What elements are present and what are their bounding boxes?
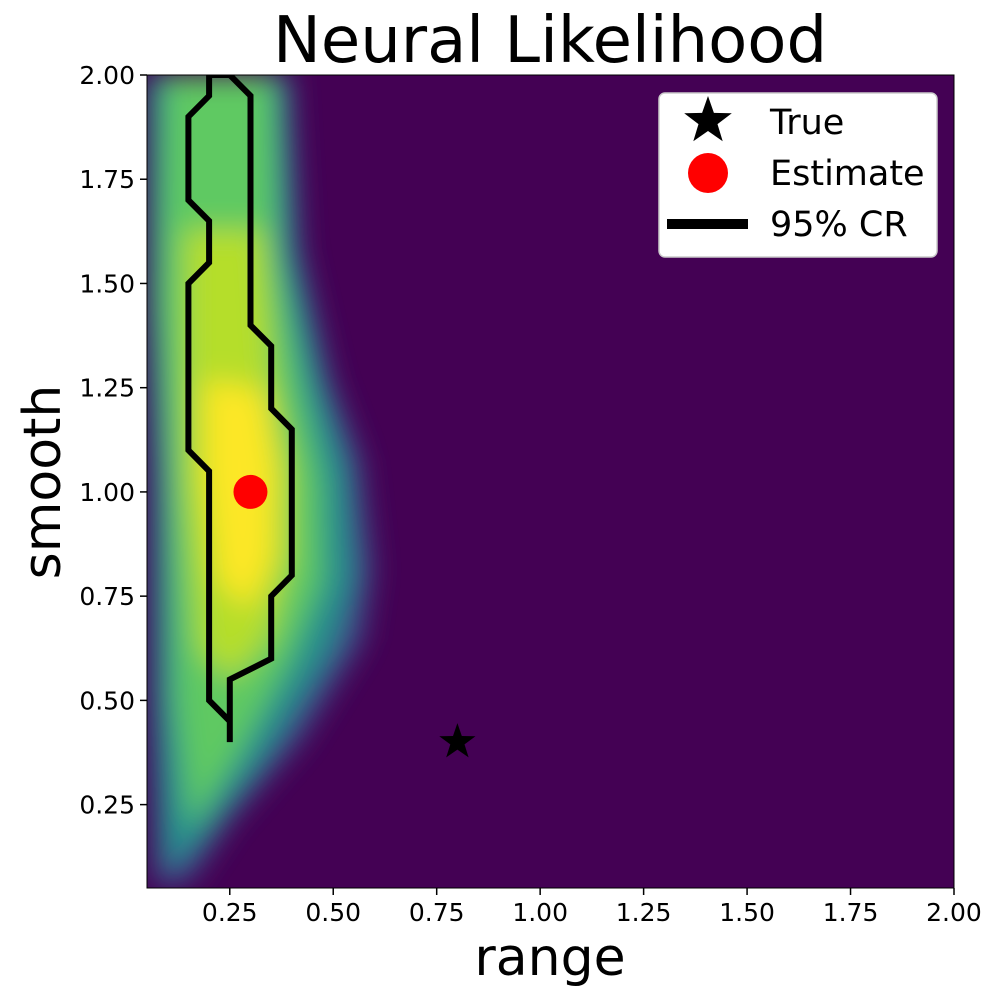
true-value-star <box>439 723 476 758</box>
x-axis-label: range <box>474 928 625 988</box>
y-tick-label: 2.00 <box>79 61 135 90</box>
y-tick-label: 0.25 <box>79 791 135 820</box>
legend-box <box>658 92 938 258</box>
legend-true-star-icon <box>684 96 732 142</box>
chart-title: Neural Likelihood <box>273 4 827 78</box>
legend-estimate-dot-icon <box>688 153 728 193</box>
legend-true-label: True <box>769 103 844 143</box>
plot-frame <box>146 74 955 889</box>
x-tick-label: 2.00 <box>926 898 982 927</box>
x-axis-ticks: 0.25 0.50 0.75 1.00 1.25 1.50 1.75 2.00 <box>202 888 982 927</box>
y-axis-label: smooth <box>13 385 73 580</box>
y-axis-ticks: 0.25 0.50 0.75 1.00 1.25 1.50 1.75 2.00 <box>79 61 147 820</box>
legend-cr-label: 95% CR <box>770 205 908 245</box>
legend: True Estimate 95% CR <box>658 92 938 258</box>
true-star-shape <box>439 723 476 758</box>
estimate-point <box>233 474 268 509</box>
y-tick-label: 1.00 <box>79 478 135 507</box>
x-tick-label: 0.50 <box>305 898 361 927</box>
x-tick-label: 1.25 <box>616 898 672 927</box>
x-tick-label: 1.00 <box>512 898 568 927</box>
y-tick-label: 0.75 <box>79 582 135 611</box>
credible-region-contour <box>185 75 295 743</box>
x-tick-label: 0.75 <box>409 898 465 927</box>
legend-star-shape <box>684 96 732 142</box>
legend-estimate-label: Estimate <box>770 154 925 194</box>
x-tick-label: 1.50 <box>719 898 775 927</box>
y-tick-label: 1.75 <box>79 165 135 194</box>
y-tick-label: 1.25 <box>79 374 135 403</box>
x-tick-label: 0.25 <box>202 898 258 927</box>
y-tick-label: 1.50 <box>79 269 135 298</box>
x-tick-label: 1.75 <box>823 898 879 927</box>
y-tick-label: 0.50 <box>79 686 135 715</box>
